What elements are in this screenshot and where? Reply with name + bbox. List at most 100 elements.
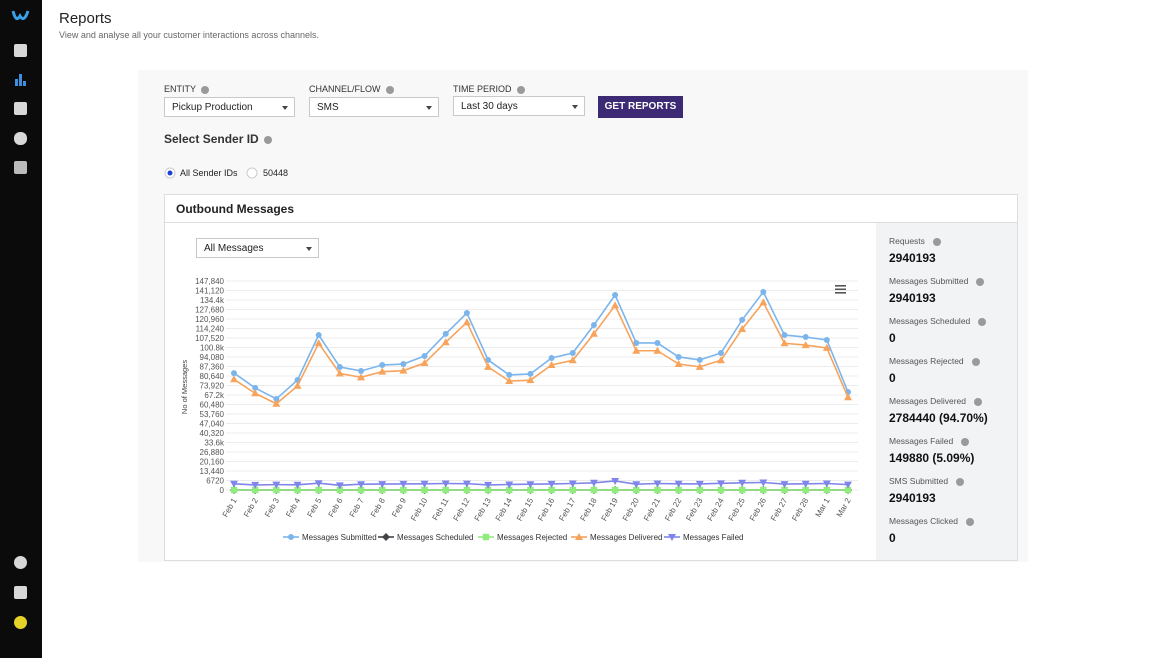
point — [293, 381, 302, 389]
page-subtitle: View and analyse all your customer inter… — [59, 30, 319, 40]
point — [505, 481, 514, 489]
x-tick-label: Feb 6 — [327, 496, 345, 519]
point — [780, 339, 789, 347]
point — [633, 339, 640, 346]
x-tick-label: Feb 21 — [642, 496, 663, 523]
point — [294, 486, 301, 494]
point — [717, 486, 725, 494]
y-tick-label: 94,080 — [200, 353, 225, 362]
point — [569, 486, 576, 494]
point — [378, 367, 387, 375]
point — [674, 480, 683, 488]
legend-label: Messages Submitted — [302, 533, 377, 542]
y-tick-label: 67.2k — [204, 391, 225, 400]
x-tick-label: Feb 22 — [663, 496, 684, 523]
point — [802, 334, 809, 341]
radio[interactable] — [246, 167, 258, 179]
list-icon[interactable] — [14, 161, 27, 174]
point — [272, 481, 281, 489]
stat-value: 0 — [889, 371, 896, 385]
point — [463, 310, 470, 317]
point — [442, 330, 449, 337]
point — [400, 486, 407, 494]
stat-label: Messages Delivered — [889, 396, 983, 406]
point — [568, 356, 577, 364]
point — [293, 481, 302, 489]
point — [844, 481, 852, 489]
filter-label-text: ENTITY — [164, 84, 197, 94]
stat-value: 2940193 — [889, 291, 936, 305]
point — [421, 486, 428, 494]
x-tick-label: Feb 13 — [473, 496, 494, 523]
point — [781, 332, 788, 339]
point — [653, 346, 662, 354]
point — [441, 338, 450, 346]
point — [675, 486, 682, 494]
x-tick-label: Feb 15 — [515, 496, 536, 523]
entity-select[interactable]: Pickup Production — [164, 97, 295, 117]
y-tick-label: 127,680 — [195, 306, 224, 315]
point — [759, 298, 768, 306]
point — [738, 486, 746, 494]
y-tick-label: 114,240 — [196, 325, 225, 334]
stat-label: Messages Submitted — [889, 276, 985, 286]
point — [421, 352, 428, 359]
radio-checked[interactable] — [164, 167, 176, 179]
point — [400, 361, 407, 368]
point — [272, 399, 281, 407]
legend-marker — [382, 533, 390, 541]
stat-label: Requests — [889, 236, 941, 246]
x-tick-label: Feb 7 — [348, 496, 366, 519]
avatar[interactable] — [14, 616, 27, 629]
reports-icon[interactable] — [14, 73, 28, 86]
legend-marker — [482, 533, 490, 541]
point — [822, 480, 831, 488]
point — [506, 486, 513, 494]
point — [590, 322, 597, 329]
point — [738, 324, 747, 332]
point — [420, 480, 429, 488]
card-title: Outbound Messages — [176, 202, 295, 216]
point — [696, 356, 703, 363]
y-tick-label: 147,840 — [195, 277, 224, 286]
legend-label: Messages Scheduled — [397, 533, 474, 542]
point — [632, 481, 641, 489]
point — [315, 486, 322, 494]
point — [568, 480, 577, 488]
y-tick-label: 53,760 — [200, 410, 225, 419]
dashboard-icon[interactable] — [14, 44, 27, 57]
x-tick-label: Mar 2 — [835, 496, 853, 519]
point — [739, 316, 746, 323]
chart-menu[interactable] — [835, 285, 846, 294]
point — [548, 354, 555, 361]
grid-icon[interactable] — [14, 586, 27, 599]
message-filter[interactable]: All Messages — [196, 238, 319, 258]
stat-label-text: Messages Failed — [889, 436, 954, 446]
stat-label-text: Messages Submitted — [889, 276, 969, 286]
point — [399, 366, 408, 374]
x-tick-label: Feb 20 — [621, 496, 642, 523]
get-reports-button[interactable]: GET REPORTS — [598, 96, 683, 118]
tools-icon[interactable] — [14, 132, 27, 145]
point — [357, 373, 366, 381]
x-tick-label: Mar 1 — [814, 496, 832, 519]
point — [696, 486, 703, 494]
point — [335, 482, 344, 490]
point — [314, 339, 323, 347]
filter-label: ENTITY — [164, 84, 210, 94]
point — [335, 369, 344, 377]
channel-select[interactable]: SMS — [309, 97, 439, 117]
help-icon[interactable] — [14, 556, 27, 569]
x-tick-label: Feb 11 — [431, 496, 451, 522]
x-tick-label: Feb 4 — [284, 496, 302, 519]
stat-label: SMS Submitted — [889, 476, 965, 486]
filter-label: CHANNEL/FLOW — [309, 84, 394, 94]
point — [378, 481, 387, 489]
apps-icon[interactable] — [14, 102, 27, 115]
point — [547, 361, 556, 369]
stat-value: 2784440 (94.70%) — [889, 411, 988, 425]
period-select[interactable]: Last 30 days — [453, 96, 585, 116]
point — [801, 480, 810, 488]
point — [823, 337, 830, 344]
x-tick-label: Feb 9 — [390, 496, 408, 519]
